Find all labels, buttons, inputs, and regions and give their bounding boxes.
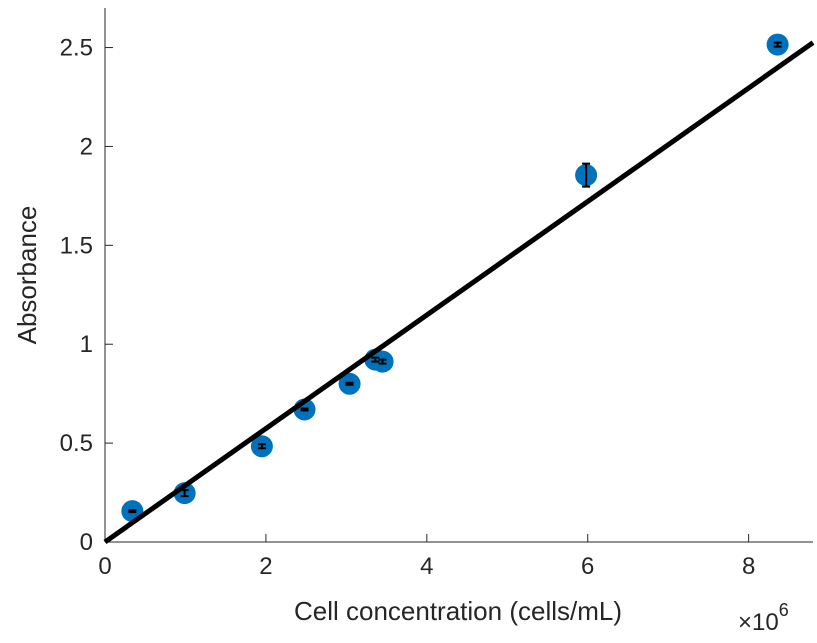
error-bar <box>128 509 137 514</box>
y-axis-label: Absorbance <box>12 206 42 345</box>
y-tick-label: 0 <box>80 529 93 556</box>
y-tick-label: 1.5 <box>60 232 93 259</box>
error-bar <box>371 356 380 363</box>
x-tick-label: 4 <box>420 553 433 580</box>
error-bar <box>582 162 591 188</box>
x-multiplier-exponent: 6 <box>779 600 789 620</box>
x-tick-label: 8 <box>742 553 755 580</box>
x-multiplier: ×106 <box>738 600 789 636</box>
x-tick-label: 6 <box>581 553 594 580</box>
y-tick-label: 2 <box>80 133 93 160</box>
error-bar <box>257 443 266 450</box>
x-axis-label: Cell concentration (cells/mL) <box>294 596 622 626</box>
error-bar <box>378 358 387 365</box>
error-bar <box>773 41 782 48</box>
x-multiplier-base: ×10 <box>738 609 779 636</box>
x-tick-label: 0 <box>98 553 111 580</box>
x-tick-label: 2 <box>259 553 272 580</box>
fit-line <box>103 40 815 545</box>
error-bar <box>345 381 354 386</box>
error-bar <box>300 407 309 412</box>
y-tick-label: 0.5 <box>60 430 93 457</box>
y-tick-label: 2.5 <box>60 35 93 62</box>
y-tick-label: 1 <box>80 331 93 358</box>
